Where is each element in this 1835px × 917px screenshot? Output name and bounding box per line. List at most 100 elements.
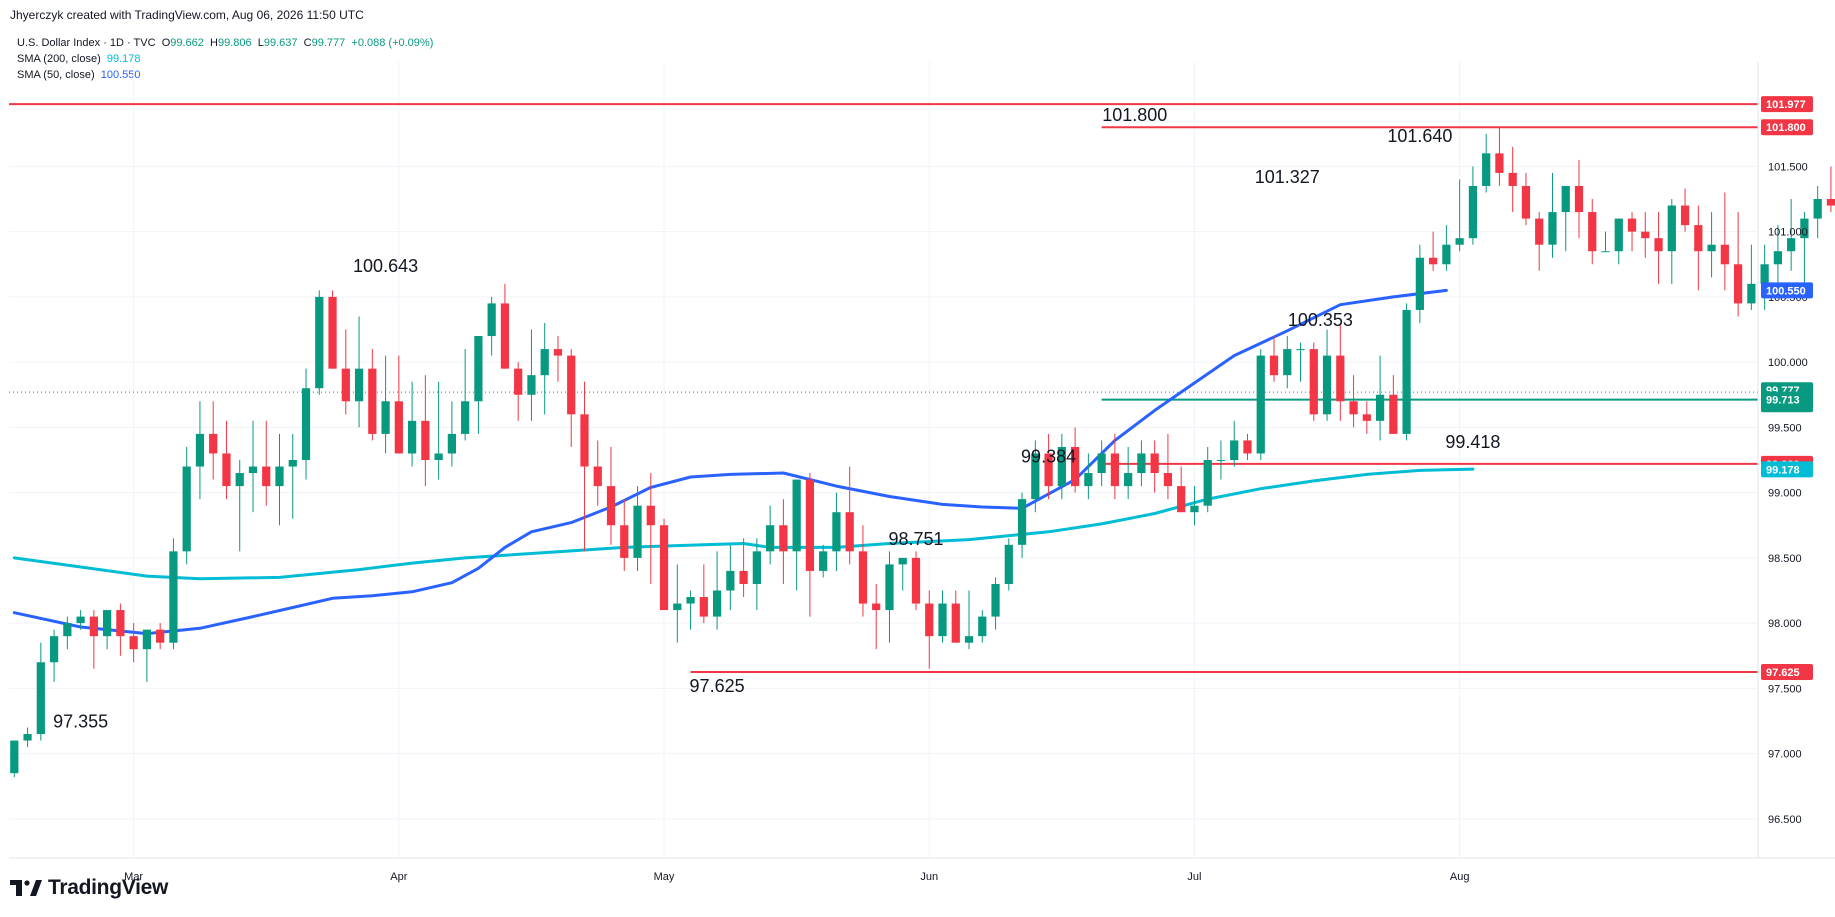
- high-label: H: [210, 37, 218, 49]
- price-label-box: [1761, 664, 1813, 681]
- candle-up: [49, 636, 59, 663]
- candle-up: [1322, 355, 1332, 415]
- candle-down: [1362, 414, 1371, 421]
- candle-up: [1614, 218, 1623, 252]
- sma50-label: SMA (50, close): [17, 69, 95, 81]
- candle-down: [567, 355, 576, 415]
- candle-up: [447, 433, 456, 454]
- sma50-line: [12, 288, 1448, 636]
- candle-up: [103, 610, 112, 637]
- candle-up: [819, 551, 828, 571]
- candle-up: [169, 551, 178, 643]
- candle-down: [156, 629, 165, 643]
- price-label-text: 101.800: [1766, 122, 1806, 134]
- candle-down: [116, 610, 125, 637]
- candle-down: [1641, 231, 1650, 239]
- low-label: L: [257, 37, 264, 49]
- candle-down: [845, 512, 854, 552]
- sma200-label: SMA (200, close): [17, 53, 101, 65]
- candle-down: [89, 616, 98, 637]
- candle-up: [1455, 238, 1464, 245]
- candle-down: [1429, 257, 1438, 265]
- open-value: 99.662: [170, 37, 204, 49]
- candle-up: [63, 623, 72, 637]
- price-tick-label: 98.000: [1768, 618, 1802, 630]
- candle-down: [1269, 355, 1279, 376]
- price-annotation: 99.418: [1445, 432, 1500, 452]
- candle-up: [1402, 309, 1411, 434]
- candle-down: [1588, 212, 1597, 252]
- candle-up: [1137, 453, 1146, 474]
- candle-down: [394, 401, 403, 454]
- candle-up: [1216, 460, 1226, 461]
- candle-down: [341, 368, 350, 402]
- candle-up: [301, 388, 311, 460]
- time-tick-label: Jul: [1187, 871, 1201, 883]
- sma200-line: [12, 467, 1475, 581]
- price-label-text: 99.713: [1766, 395, 1800, 407]
- candle-up: [1057, 446, 1066, 487]
- candle-up: [1296, 349, 1305, 351]
- candle-down: [1654, 238, 1663, 252]
- open-label: O: [161, 37, 171, 49]
- candle-up: [726, 570, 735, 591]
- candle-down: [872, 603, 881, 611]
- price-label-box: [1761, 119, 1813, 136]
- candle-down: [1720, 244, 1729, 265]
- candle-up: [142, 629, 152, 650]
- sma50-row[interactable]: SMA (50, close) 100.550: [17, 67, 433, 83]
- candle-up: [1031, 453, 1040, 500]
- sma200-row[interactable]: SMA (200, close) 99.178: [17, 51, 433, 67]
- tradingview-logo-icon: [10, 880, 42, 896]
- candle-down: [262, 466, 271, 487]
- close-value: 99.777: [311, 37, 346, 49]
- candle-up: [991, 583, 1000, 617]
- tradingview-logo-text: TradingView: [48, 876, 169, 899]
- tradingview-logo[interactable]: TradingView: [10, 876, 168, 900]
- price-label-text: 100.550: [1766, 285, 1806, 297]
- time-axis[interactable]: Mar Apr May Jun Jul Aug: [124, 871, 1469, 883]
- candle-down: [646, 505, 655, 526]
- price-label-text: 99.178: [1766, 464, 1800, 476]
- time-tick-label: Aug: [1450, 871, 1470, 883]
- price-label-text: 101.977: [1766, 99, 1806, 111]
- candle-up: [1773, 251, 1783, 265]
- candle-up: [1017, 499, 1027, 545]
- candle-down: [1177, 486, 1186, 513]
- high-value: 99.806: [217, 37, 252, 49]
- candle-up: [964, 636, 974, 643]
- price-tick-label: 96.500: [1768, 814, 1802, 826]
- candle-up: [712, 590, 722, 617]
- price-annotation: 101.327: [1255, 167, 1320, 187]
- change-value: +0.088 (+0.09%): [351, 37, 434, 49]
- candle-down: [514, 368, 523, 395]
- candle-down: [1694, 225, 1703, 252]
- symbol-row[interactable]: U.S. Dollar Index · 1D · TVC O99.662 H99…: [17, 35, 433, 51]
- candle-up: [10, 740, 19, 774]
- time-tick-label: Mar: [124, 871, 143, 883]
- candle-down: [1627, 218, 1637, 232]
- candle-down: [553, 349, 563, 356]
- candle-up: [1203, 460, 1212, 506]
- price-tick-label: 97.500: [1768, 683, 1802, 695]
- candle-up: [1190, 505, 1199, 513]
- candle-down: [328, 296, 337, 369]
- candle-down: [209, 433, 218, 454]
- candle-down: [739, 570, 748, 584]
- candle-up: [1787, 238, 1796, 252]
- chart-credit: Jhyerczyk created with TradingView.com, …: [10, 8, 364, 22]
- horizontal-levels[interactable]: [9, 103, 1758, 674]
- candle-down: [222, 453, 231, 487]
- candle-down: [1163, 473, 1173, 487]
- candle-up: [474, 336, 483, 402]
- candle-up: [540, 349, 549, 376]
- price-annotation: 100.643: [353, 256, 418, 276]
- candle-down: [805, 479, 815, 571]
- price-tick-label: 101.500: [1768, 161, 1808, 173]
- candle-up: [381, 401, 390, 434]
- candle-up: [527, 375, 536, 395]
- time-tick-label: Apr: [390, 871, 407, 883]
- price-tick-label: 99.000: [1768, 488, 1802, 500]
- candle-down: [925, 603, 934, 637]
